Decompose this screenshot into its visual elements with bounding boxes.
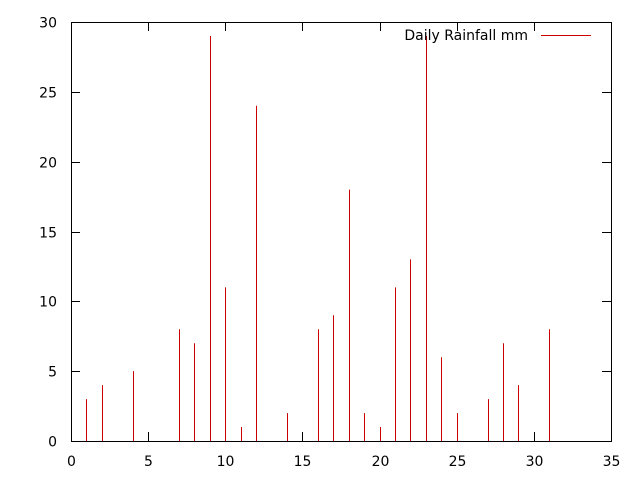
x-tick-label: 35 <box>603 454 621 470</box>
legend-label: Daily Rainfall mm <box>404 28 528 44</box>
y-tick-label: 10 <box>39 295 57 311</box>
x-tick-label: 0 <box>67 454 76 470</box>
y-tick-label: 25 <box>39 86 57 102</box>
y-tick-label: 0 <box>48 435 57 451</box>
y-tick-label: 20 <box>39 156 57 172</box>
y-tick-labels: 0 5 10 15 20 25 30 <box>39 16 57 451</box>
x-tick-label: 25 <box>449 454 467 470</box>
axis-ticks <box>71 22 612 442</box>
x-tick-label: 10 <box>217 454 235 470</box>
y-tick-label: 30 <box>39 16 57 32</box>
x-tick-label: 15 <box>294 454 312 470</box>
rainfall-impulses <box>86 35 550 441</box>
y-tick-label: 15 <box>39 226 57 242</box>
x-tick-label: 30 <box>526 454 544 470</box>
legend: Daily Rainfall mm <box>404 28 591 44</box>
x-tick-label: 5 <box>144 454 153 470</box>
y-tick-label: 5 <box>48 365 57 381</box>
x-tick-labels: 0 5 10 15 20 25 30 35 <box>67 454 620 470</box>
x-tick-label: 20 <box>372 454 390 470</box>
plot-frame <box>71 22 612 442</box>
